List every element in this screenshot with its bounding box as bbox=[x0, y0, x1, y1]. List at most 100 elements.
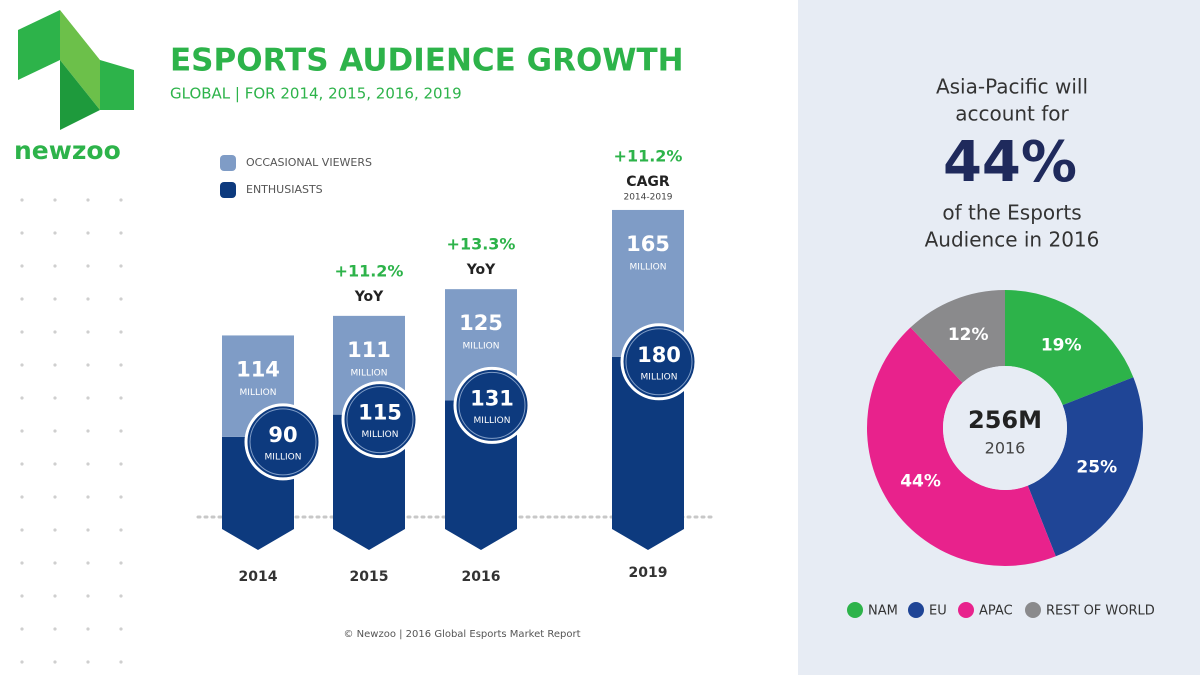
value-label: 90 bbox=[268, 423, 297, 447]
value-label: 114 bbox=[236, 357, 280, 381]
deco-dot bbox=[86, 495, 90, 499]
value-label: 180 bbox=[637, 343, 681, 367]
deco-dot bbox=[20, 198, 24, 202]
legend-swatch bbox=[958, 602, 974, 618]
bar-tip bbox=[333, 517, 405, 550]
deco-dot bbox=[20, 297, 24, 301]
legend-swatch bbox=[908, 602, 924, 618]
bar-tip bbox=[612, 517, 684, 550]
logo-shape bbox=[60, 10, 100, 110]
deco-dot bbox=[20, 528, 24, 532]
legend-swatch bbox=[220, 155, 236, 171]
deco-dot bbox=[119, 396, 123, 400]
donut-hole bbox=[943, 366, 1067, 490]
footer: © Newzoo | 2016 Global Esports Market Re… bbox=[343, 629, 580, 640]
x-tick-label: 2014 bbox=[239, 569, 278, 585]
logo-shape bbox=[18, 10, 60, 80]
deco-dot bbox=[20, 231, 24, 235]
value-label: 111 bbox=[347, 338, 391, 362]
deco-dot bbox=[20, 264, 24, 268]
deco-dot bbox=[53, 561, 57, 565]
deco-dot bbox=[86, 429, 90, 433]
pie-slice bbox=[1005, 290, 1134, 406]
deco-dot bbox=[20, 396, 24, 400]
legend-label: APAC bbox=[979, 604, 1013, 619]
subtitle: GLOBAL | FOR 2014, 2015, 2016, 2019 bbox=[170, 85, 462, 103]
growth-period: 2014-2019 bbox=[623, 192, 672, 202]
deco-dot bbox=[86, 561, 90, 565]
title: ESPORTS AUDIENCE GROWTH bbox=[170, 43, 684, 79]
growth-label: +11.2% bbox=[335, 261, 404, 280]
deco-dot bbox=[119, 231, 123, 235]
deco-dot bbox=[119, 660, 123, 664]
logo-shape bbox=[60, 60, 100, 130]
deco-dot bbox=[119, 627, 123, 631]
unit-label: MILLION bbox=[362, 430, 399, 440]
value-badge bbox=[453, 366, 531, 444]
value-label: 165 bbox=[626, 232, 670, 256]
deco-dot bbox=[119, 561, 123, 565]
slice-label: 12% bbox=[948, 325, 989, 345]
deco-dot bbox=[20, 330, 24, 334]
deco-dot bbox=[119, 363, 123, 367]
x-tick-label: 2015 bbox=[350, 569, 389, 585]
growth-type: CAGR bbox=[626, 174, 670, 190]
deco-dot bbox=[119, 594, 123, 598]
x-tick-label: 2016 bbox=[462, 569, 501, 585]
legend-label: REST OF WORLD bbox=[1046, 604, 1155, 619]
deco-dot bbox=[20, 429, 24, 433]
value-label: 115 bbox=[358, 401, 402, 425]
growth-type: YoY bbox=[354, 289, 384, 305]
deco-dot bbox=[86, 198, 90, 202]
deco-dot bbox=[86, 330, 90, 334]
deco-dot bbox=[53, 264, 57, 268]
legend-swatch bbox=[220, 182, 236, 198]
pie-slice bbox=[1027, 377, 1144, 557]
deco-dot bbox=[53, 627, 57, 631]
deco-dot bbox=[53, 330, 57, 334]
legend-swatch bbox=[1025, 602, 1041, 618]
value-label: 131 bbox=[470, 386, 514, 410]
pie-slice bbox=[910, 290, 1005, 383]
callout-line: account for bbox=[955, 102, 1069, 126]
deco-dot bbox=[20, 627, 24, 631]
deco-dot bbox=[53, 198, 57, 202]
value-badge bbox=[244, 403, 322, 481]
growth-label: +11.2% bbox=[614, 146, 683, 165]
deco-dot bbox=[119, 198, 123, 202]
unit-label: MILLION bbox=[474, 416, 511, 426]
deco-dot bbox=[20, 462, 24, 466]
bar-tip bbox=[445, 517, 517, 550]
unit-label: MILLION bbox=[265, 452, 302, 462]
callout-line: of the Esports bbox=[942, 201, 1081, 225]
unit-label: MILLION bbox=[630, 262, 667, 272]
logo-shape bbox=[100, 60, 134, 110]
deco-dot bbox=[86, 363, 90, 367]
value-badge-ring bbox=[346, 386, 414, 454]
deco-dot bbox=[119, 429, 123, 433]
callout-line: Asia-Pacific will bbox=[936, 75, 1088, 99]
unit-label: MILLION bbox=[240, 388, 277, 398]
deco-dot bbox=[119, 462, 123, 466]
deco-dot bbox=[20, 660, 24, 664]
deco-dot bbox=[86, 594, 90, 598]
callout-line: Audience in 2016 bbox=[925, 228, 1100, 252]
growth-type: YoY bbox=[466, 262, 496, 278]
legend-label: ENTHUSIASTS bbox=[246, 183, 323, 196]
value-badge-ring bbox=[249, 408, 317, 476]
deco-dot bbox=[119, 528, 123, 532]
deco-dot bbox=[53, 660, 57, 664]
legend-swatch bbox=[847, 602, 863, 618]
deco-dot bbox=[20, 363, 24, 367]
deco-dot bbox=[53, 363, 57, 367]
legend-label: EU bbox=[929, 604, 947, 619]
deco-dot bbox=[53, 495, 57, 499]
deco-dot bbox=[53, 396, 57, 400]
growth-label: +13.3% bbox=[447, 235, 516, 254]
value-badge bbox=[620, 323, 698, 401]
x-tick-label: 2019 bbox=[629, 565, 668, 581]
value-badge-ring bbox=[625, 328, 693, 396]
deco-dot bbox=[20, 594, 24, 598]
